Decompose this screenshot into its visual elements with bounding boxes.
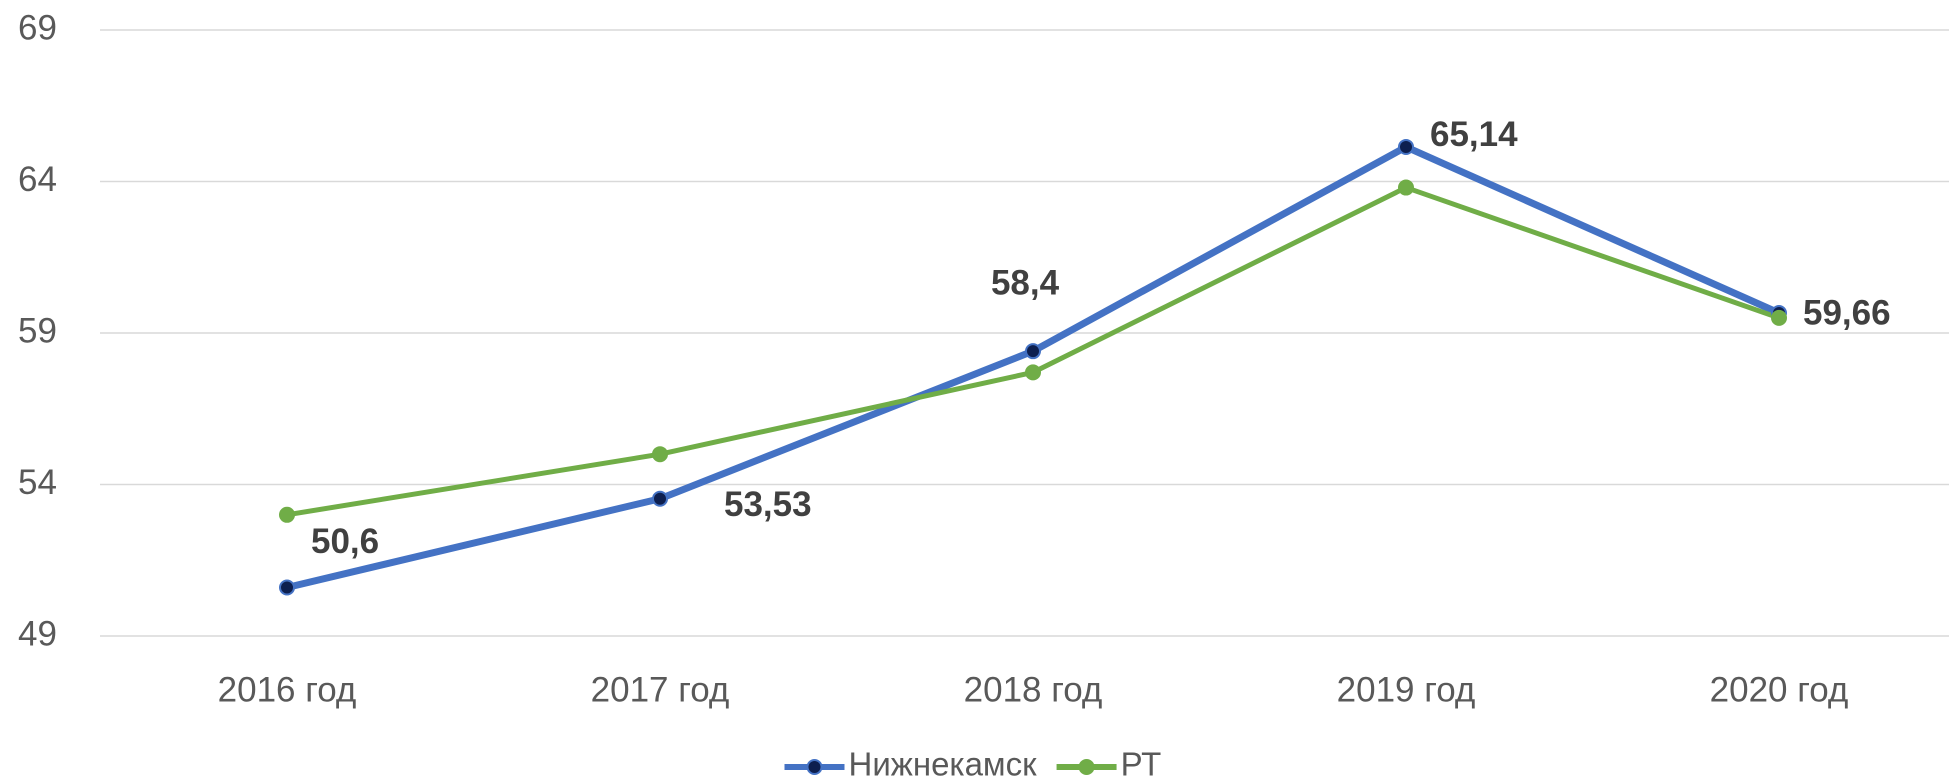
x-tick-label: 2017 год [591,670,730,709]
data-label: 59,66 [1803,293,1891,332]
y-tick-label: 64 [18,160,57,199]
x-tick-label: 2019 год [1337,670,1476,709]
data-label: 53,53 [724,485,812,524]
data-label: 50,6 [311,522,379,561]
x-tick-label: 2020 год [1710,670,1849,709]
legend-label: РТ [1121,746,1162,783]
data-point [652,490,668,507]
y-tick-label: 59 [18,311,57,350]
data-point [1025,343,1041,360]
data-point [279,579,295,596]
x-tick-label: 2016 год [218,670,357,709]
data-point [1398,138,1414,155]
y-tick-label: 49 [18,614,57,653]
data-point [1398,179,1414,196]
data-point [1771,309,1787,326]
data-label: 58,4 [991,263,1060,302]
legend-marker [1078,759,1095,775]
data-point [652,446,668,463]
legend-marker [806,759,823,775]
data-point [279,506,295,523]
legend-label: Нижнекамск [849,746,1038,783]
data-label: 65,14 [1430,115,1518,154]
x-tick-label: 2018 год [964,670,1103,709]
data-point [1025,364,1041,381]
y-tick-label: 54 [18,463,57,502]
y-tick-label: 69 [18,8,57,47]
